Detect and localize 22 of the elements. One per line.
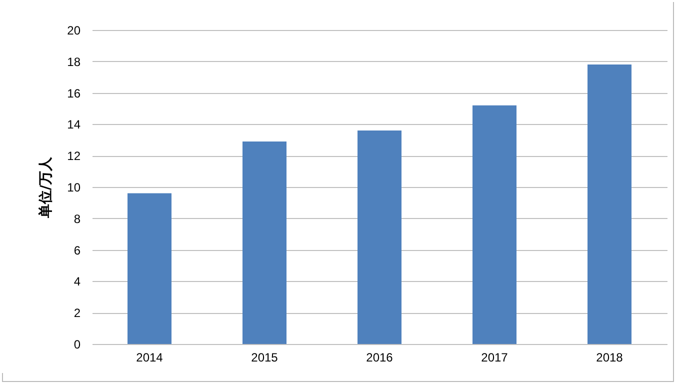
x-tick-label: 2015 bbox=[251, 350, 278, 364]
y-axis-title: 单位/万人 bbox=[38, 156, 54, 220]
x-tick-label: 2016 bbox=[366, 350, 394, 364]
bar bbox=[588, 64, 632, 344]
y-tick-label: 20 bbox=[67, 24, 81, 38]
y-tick-label: 0 bbox=[74, 338, 81, 352]
y-tick-label: 4 bbox=[74, 274, 81, 289]
x-tick-label: 2014 bbox=[136, 350, 164, 364]
x-tick-label: 2017 bbox=[481, 350, 508, 364]
y-tick-label: 12 bbox=[67, 149, 81, 164]
y-tick-label: 14 bbox=[67, 118, 81, 132]
y-tick-label: 16 bbox=[67, 86, 81, 100]
y-tick-label: 2 bbox=[74, 306, 81, 320]
bar bbox=[128, 193, 172, 344]
y-tick-label: 6 bbox=[74, 243, 81, 258]
x-tick-label: 2018 bbox=[596, 350, 624, 364]
y-tick-label: 10 bbox=[67, 180, 81, 194]
bar bbox=[242, 141, 286, 344]
y-tick-label: 18 bbox=[67, 54, 81, 69]
bar bbox=[358, 130, 402, 344]
bar bbox=[472, 105, 516, 344]
y-tick-label: 8 bbox=[74, 212, 81, 226]
